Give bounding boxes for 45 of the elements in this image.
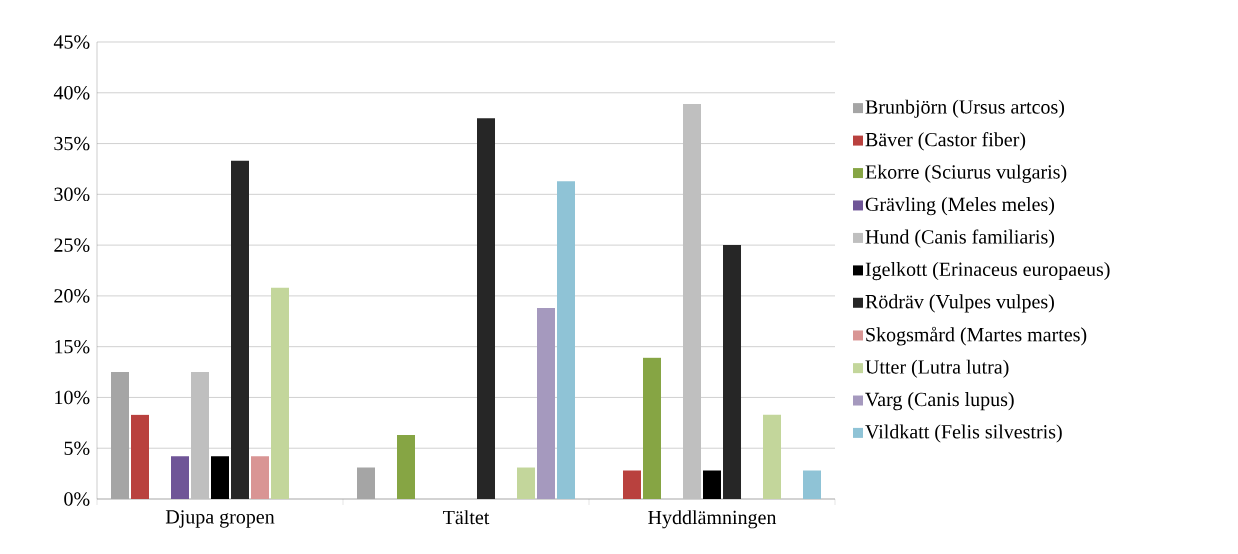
bar: [723, 245, 742, 499]
x-tick-label: Tältet: [443, 510, 490, 525]
legend-label: Grävling (Meles meles): [865, 197, 1055, 216]
bar: [557, 181, 576, 499]
y-tick-label: 0%: [64, 492, 90, 506]
legend-label: Vildkatt (Felis silvestris): [865, 424, 1062, 443]
bar: [803, 470, 822, 499]
y-tick-label: 5%: [64, 441, 90, 456]
bar: [683, 103, 702, 499]
bar: [397, 435, 416, 499]
legend-label: Hund (Canis familiaris): [865, 229, 1055, 248]
bar: [537, 308, 556, 499]
bar: [643, 357, 662, 499]
y-tick-label: 30%: [54, 187, 90, 202]
bar: [111, 372, 129, 499]
legend-label: Bäver (Castor fiber): [865, 132, 1026, 151]
legend-label: Varg (Canis lupus): [865, 392, 1014, 411]
y-tick-label: 25%: [54, 238, 90, 252]
y-tick-label: 40%: [53, 86, 90, 100]
y-tick-label: 45%: [53, 35, 90, 49]
bar: [477, 118, 495, 499]
bar: [191, 372, 209, 499]
y-tick-label: 15%: [55, 339, 90, 354]
bar: [517, 467, 536, 499]
bar: [763, 414, 782, 499]
legend-label: Brunbjörn (Ursus artcos): [865, 99, 1065, 118]
x-tick-label: Djupa gropen: [165, 510, 275, 528]
bar: [231, 160, 249, 499]
bar: [251, 456, 269, 499]
bar: [211, 456, 229, 499]
legend-label: Rödräv (Vulpes vulpes): [865, 294, 1054, 313]
bar: [171, 456, 189, 499]
bar: [623, 470, 642, 499]
bar: [271, 287, 289, 499]
legend-label: Skogsmård (Martes martes): [866, 326, 1087, 346]
y-tick-label: 20%: [54, 289, 90, 303]
bar: [131, 414, 149, 499]
y-tick-label: 35%: [54, 136, 90, 151]
x-tick-label: Hyddlämningen: [648, 510, 777, 529]
bar: [357, 467, 375, 499]
legend-label: Utter (Lutra lutra): [865, 359, 1009, 378]
y-tick-label: 10%: [55, 390, 90, 405]
bar: [703, 470, 722, 499]
legend-label: Ekorre (Sciurus vulgaris): [865, 164, 1067, 183]
legend-label: Igelkott (Erinaceus europaeus): [865, 261, 1110, 281]
